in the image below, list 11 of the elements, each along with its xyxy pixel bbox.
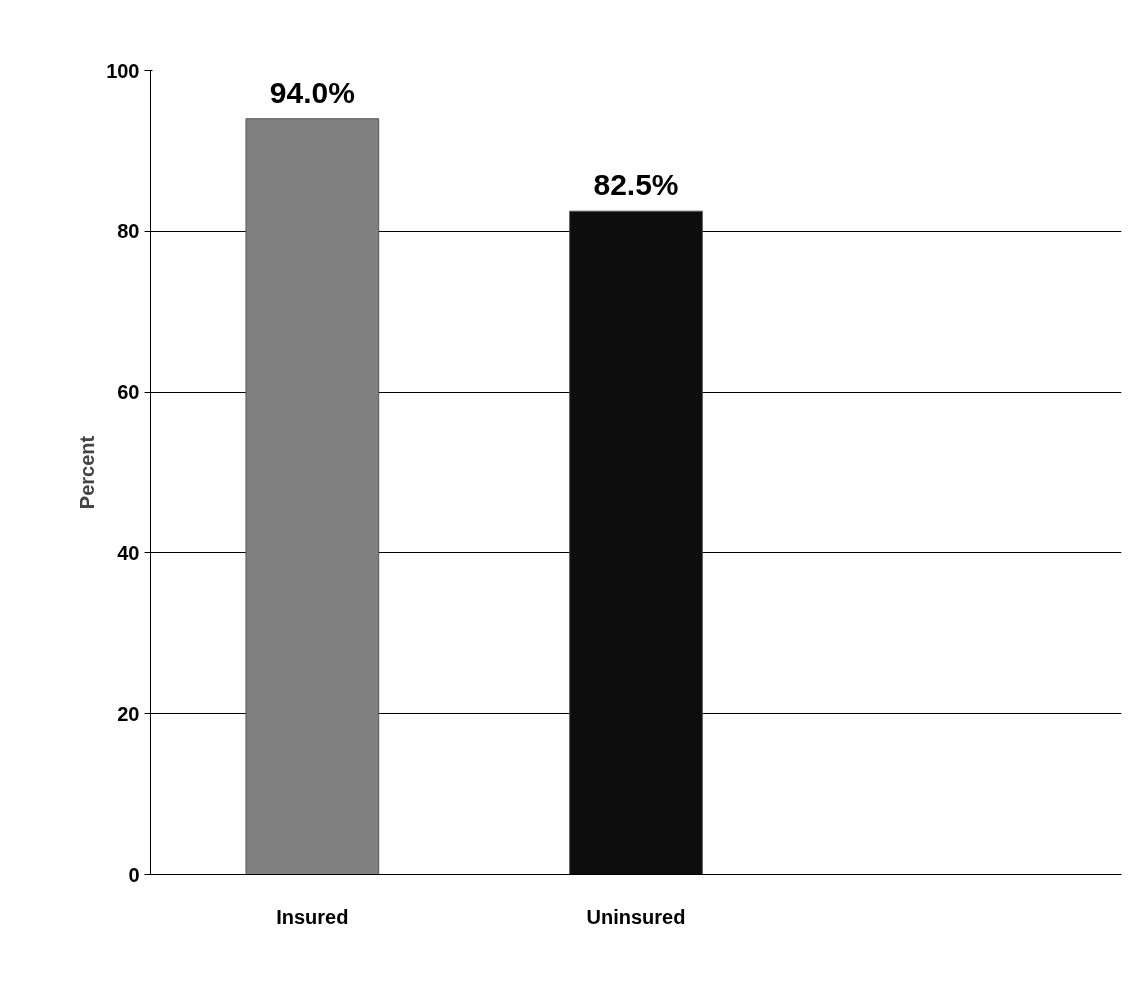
y-tick-label: 40	[117, 541, 140, 564]
y-tick-label: 60	[117, 381, 140, 404]
data-label: 94.0%	[269, 75, 355, 109]
y-tick-label: 0	[128, 863, 140, 886]
data-label: 82.5%	[593, 168, 679, 202]
y-axis-title: Percent	[76, 435, 99, 510]
y-tick-label: 100	[106, 59, 140, 82]
x-tick-label: Insured	[276, 905, 349, 928]
y-tick-label: 80	[117, 220, 140, 243]
y-tick-label: 20	[117, 702, 140, 725]
x-tick-label: Uninsured	[586, 905, 686, 928]
